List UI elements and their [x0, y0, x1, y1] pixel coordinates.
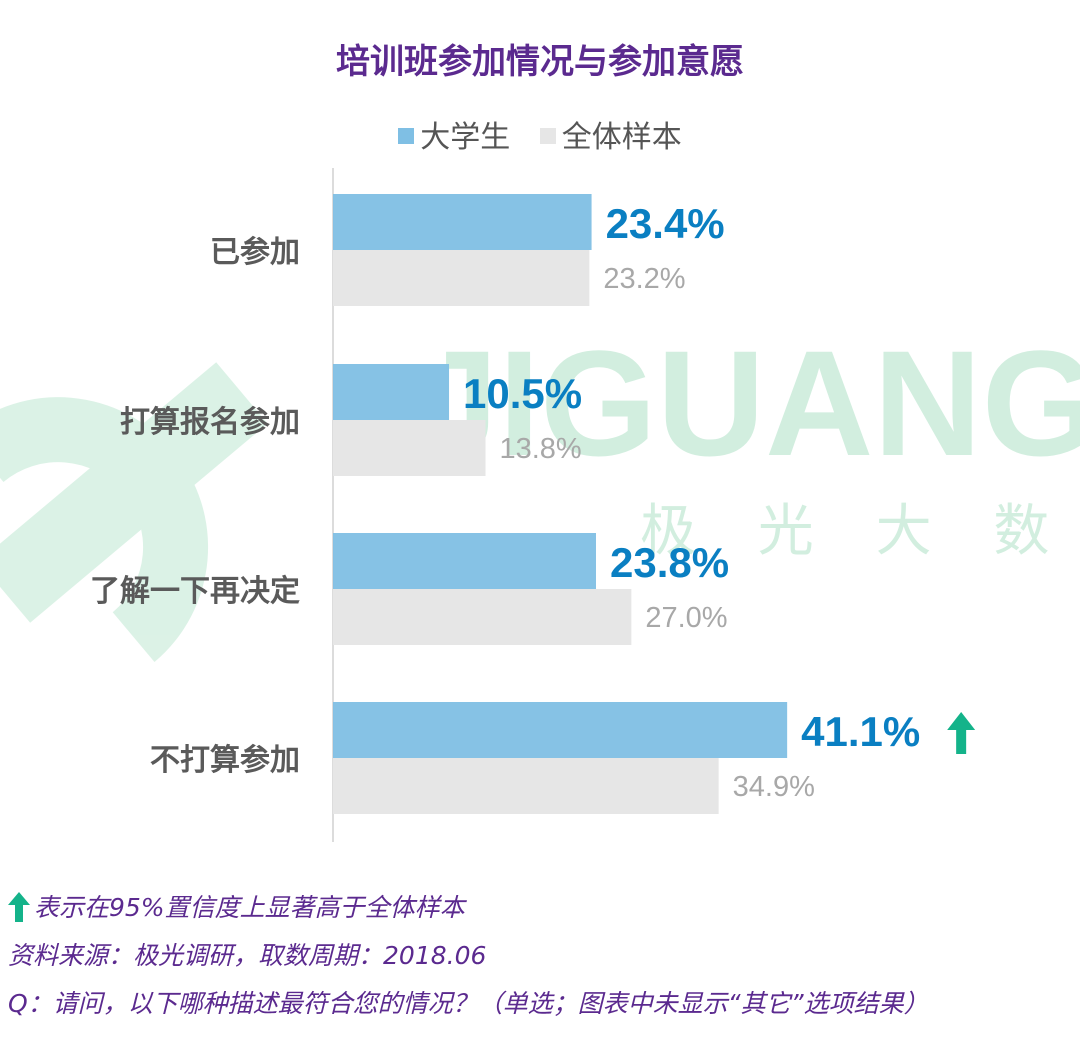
legend-label-secondary: 全体样本 — [561, 120, 682, 155]
data-label-primary: 10.5% — [463, 370, 582, 417]
footnotes: 表示在95%置信度上显著高于全体样本 资料来源：极光调研，取数周期：2018.0… — [8, 884, 929, 1028]
bar-primary — [333, 194, 592, 250]
bar-primary — [333, 533, 596, 589]
watermark-logo-icon — [0, 362, 268, 663]
significance-text: 表示在95%置信度上显著高于全体样本 — [34, 893, 465, 922]
watermark-logo-stroke-2 — [0, 397, 209, 663]
data-label-primary: 41.1% — [801, 708, 920, 755]
watermark-brand: JIGUANG — [415, 319, 1080, 487]
bar-secondary — [333, 589, 632, 645]
bar-chart: JIGUANG 极 光 大 数 据 已参加 23.4% 23.2% 打算报名参加 10.5%… — [0, 168, 1080, 842]
significance-note: 表示在95%置信度上显著高于全体样本 — [8, 884, 929, 932]
category-label: 了解一下再决定 — [90, 574, 300, 609]
legend-item-secondary: 全体样本 — [539, 112, 682, 156]
legend-label-primary: 大学生 — [420, 120, 511, 155]
legend-item-primary: 大学生 — [398, 112, 510, 156]
data-label-secondary: 34.9% — [733, 771, 815, 803]
data-label-secondary: 13.8% — [499, 433, 581, 465]
watermark-subtitle: 极 光 大 数 据 — [640, 499, 1080, 564]
data-label-primary: 23.8% — [610, 539, 729, 586]
question-note: Q：请问，以下哪种描述最符合您的情况？（单选；图表中未显示“其它”选项结果） — [8, 989, 929, 1018]
legend-swatch-secondary — [539, 127, 556, 144]
watermark: JIGUANG 极 光 大 数 据 — [0, 319, 1080, 663]
legend-swatch-primary — [398, 127, 415, 144]
category-label: 已参加 — [210, 235, 300, 270]
bar-primary — [333, 702, 788, 758]
category-label: 不打算参加 — [150, 743, 300, 778]
bar-secondary — [333, 758, 719, 814]
bar-primary — [333, 364, 450, 420]
source-note: 资料来源：极光调研，取数周期：2018.06 — [8, 941, 487, 970]
significance-up-arrow-icon — [947, 712, 976, 754]
data-label-secondary: 23.2% — [603, 263, 685, 295]
legend: 大学生 全体样本 — [0, 112, 1080, 156]
chart-title: 培训班参加情况与参加意愿 — [336, 42, 744, 82]
up-arrow-icon — [8, 892, 30, 922]
bar-secondary — [333, 250, 590, 306]
bar-secondary — [333, 420, 486, 476]
data-label-primary: 23.4% — [606, 200, 725, 247]
data-label-secondary: 27.0% — [645, 602, 727, 634]
category-label: 打算报名参加 — [120, 405, 300, 440]
